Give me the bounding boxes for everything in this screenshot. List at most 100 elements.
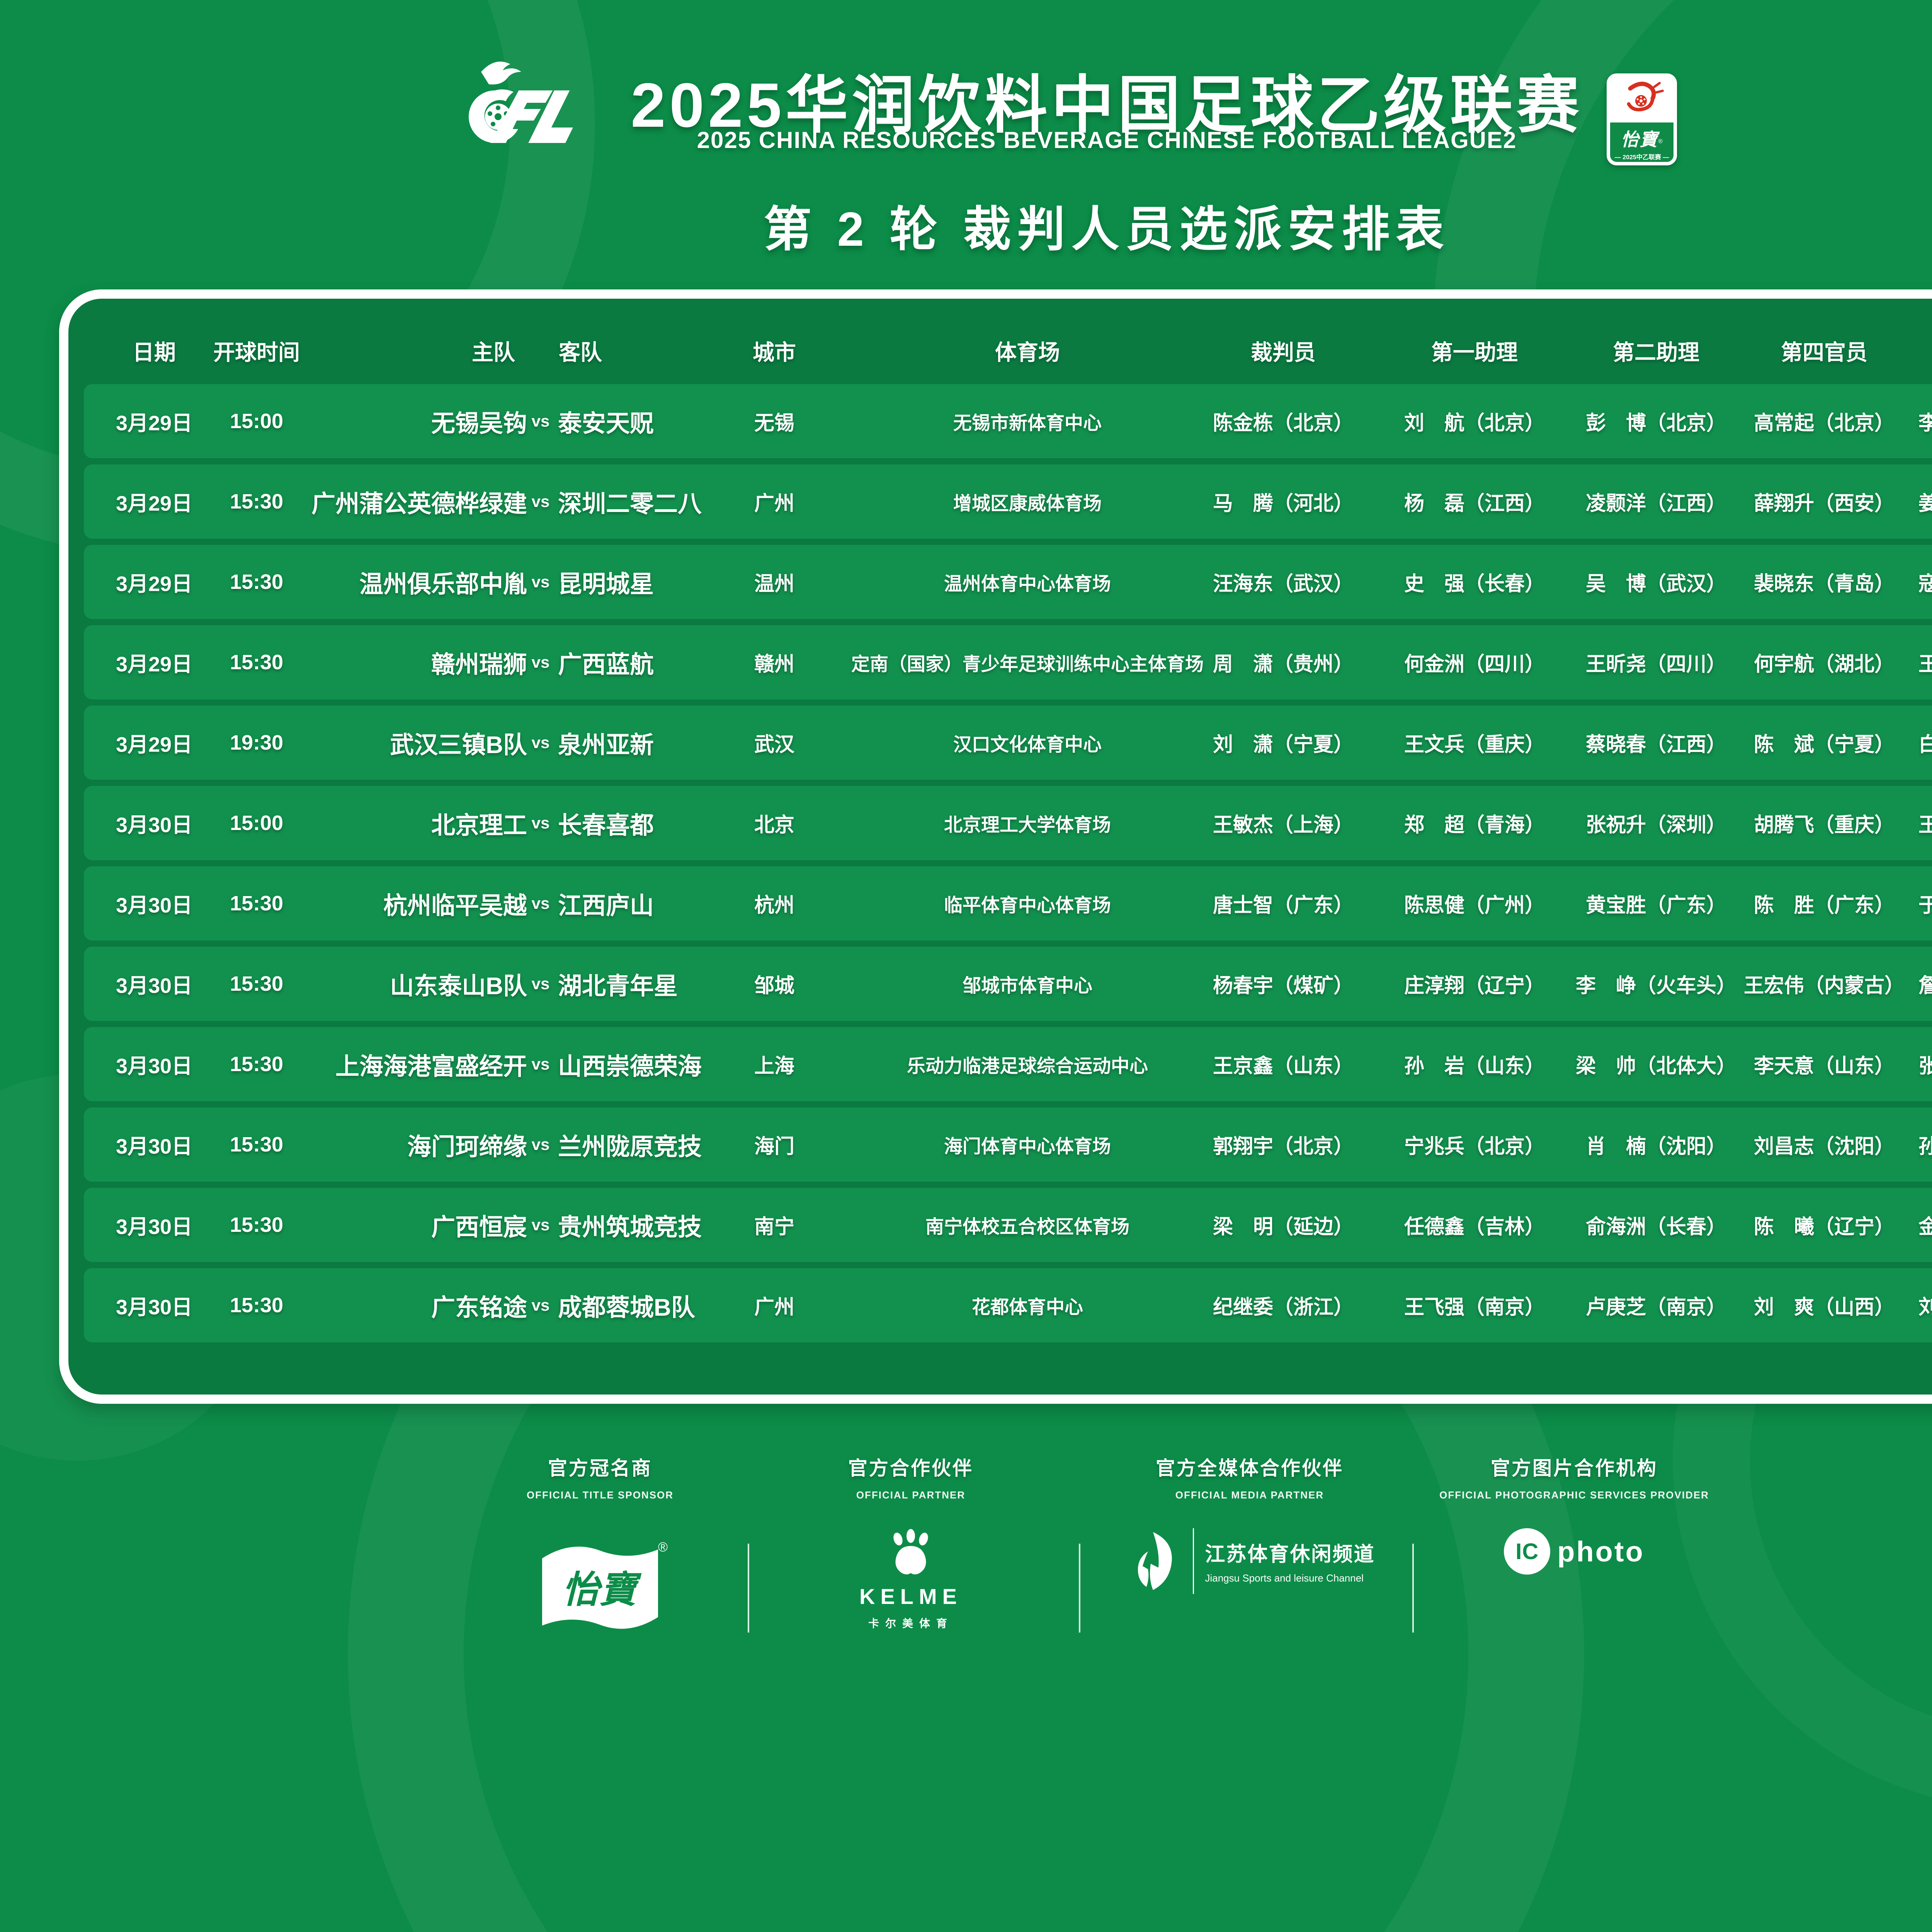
jiangsu-name-en: Jiangsu Sports and leisure Channel — [1205, 1572, 1364, 1584]
cell-kickoff-time: 15:30 — [230, 892, 284, 915]
cell-kickoff-time: 15:30 — [230, 972, 284, 995]
cell-date: 3月29日 — [116, 572, 193, 596]
cell-fourth-official: 王宏伟（内蒙古） — [1743, 975, 1905, 997]
cell-city: 海门 — [754, 1135, 795, 1158]
col-header-referee: 裁判员 — [1251, 340, 1316, 365]
vs-label: vs — [531, 1055, 550, 1073]
cell-referee: 王敏杰（上海） — [1213, 814, 1354, 837]
logo-separator — [1193, 1528, 1194, 1594]
cell-stadium: 花都体育中心 — [971, 1297, 1083, 1318]
cell-supervisor: 王 哲（北京） — [1918, 653, 1932, 676]
cell-away-team: 江西庐山 — [558, 893, 654, 919]
sponsor-section-title-sponsor: 官方冠名商 OFFICIAL TITLE SPONSOR 怡寶 ® — [426, 1453, 774, 1644]
cell-stadium: 定南（国家）青少年足球训练中心主体育场 — [851, 654, 1204, 675]
cell-assistant2: 张祝升（深圳） — [1585, 814, 1727, 837]
table-row: 3月29日 15:30 赣州瑞狮 vs 广西蓝航 赣州 定南（国家）青少年足球训… — [84, 625, 1932, 699]
cell-date: 3月30日 — [116, 974, 193, 998]
table-row: 3月30日 15:30 上海海港富盛经开 vs 山西崇德荣海 上海 乐动力临港足… — [84, 1027, 1932, 1101]
cell-fourth-official: 高常起（北京） — [1753, 412, 1895, 435]
cell-supervisor: 张建伟（广东） — [1918, 1055, 1932, 1078]
badge-emblem — [1610, 77, 1673, 122]
cell-away-team: 广西蓝航 — [558, 651, 654, 678]
cell-away-team: 贵州筑城竞技 — [558, 1214, 702, 1241]
vs-label: vs — [531, 412, 550, 430]
cell-fourth-official: 刘 爽（山西） — [1753, 1296, 1895, 1319]
cell-assistant2: 彭 博（北京） — [1585, 412, 1727, 435]
table-header-row: 日期 开球时间 主队 客队 城市 体育场 裁判员 第一助理 第二助理 第四官员 … — [84, 322, 1932, 380]
cell-away-team: 泉州亚新 — [558, 732, 654, 759]
cell-date: 3月30日 — [116, 813, 193, 837]
cell-kickoff-time: 15:30 — [230, 490, 284, 513]
cell-home-team: 广州蒲公英德桦绿建 — [311, 491, 527, 517]
col-header-fourth: 第四官员 — [1781, 340, 1867, 365]
vs-label: vs — [531, 1216, 550, 1234]
jiangsu-name-cn: 江苏体育休闲频道 — [1205, 1543, 1375, 1566]
cell-kickoff-time: 15:30 — [230, 1053, 284, 1076]
cell-stadium: 增城区康威体育场 — [953, 493, 1102, 514]
cell-assistant1: 史 强（长春） — [1404, 573, 1545, 595]
cell-date: 3月30日 — [116, 1296, 193, 1319]
badge-brand-text: 怡寶 — [1621, 129, 1658, 150]
icphoto-wordmark: photo — [1557, 1535, 1645, 1568]
table-row: 3月30日 15:30 山东泰山B队 vs 湖北青年星 邹城 邹城市体育中心 杨… — [84, 947, 1932, 1021]
cell-stadium: 临平体育中心体育场 — [944, 895, 1111, 916]
vs-label: vs — [531, 1135, 550, 1153]
sponsor-title: 官方冠名商 — [548, 1458, 652, 1479]
cell-city: 武汉 — [754, 733, 795, 756]
cell-city: 上海 — [754, 1055, 795, 1078]
table-row: 3月29日 15:30 广州蒲公英德桦绿建 vs 深圳二零二八 广州 增城区康威… — [84, 464, 1932, 539]
cell-away-team: 兰州陇原竞技 — [558, 1134, 702, 1160]
cell-stadium: 无锡市新体育中心 — [953, 413, 1102, 434]
footer-divider — [1412, 1544, 1414, 1633]
page-title-english: 2025 CHINA RESOURCES BEVERAGE CHINESE FO… — [697, 127, 1517, 153]
cell-assistant1: 孙 岩（山东） — [1404, 1055, 1545, 1078]
col-header-assistant2: 第二助理 — [1613, 340, 1699, 365]
cell-date: 3月29日 — [116, 653, 193, 676]
cell-date: 3月30日 — [116, 894, 193, 917]
cell-home-team: 赣州瑞狮 — [431, 651, 527, 678]
vs-label: vs — [531, 653, 550, 671]
cell-fourth-official: 何宇航（湖北） — [1753, 653, 1895, 676]
table-row: 3月30日 15:30 杭州临平吴越 vs 江西庐山 杭州 临平体育中心体育场 … — [84, 866, 1932, 940]
cell-fourth-official: 胡腾飞（重庆） — [1753, 814, 1895, 837]
cell-assistant1: 王飞强（南京） — [1404, 1296, 1545, 1319]
cell-assistant2: 俞海洲（长春） — [1585, 1216, 1727, 1238]
cell-away-team: 长春喜都 — [558, 812, 654, 839]
cell-supervisor: 李兴锋（河北） — [1918, 412, 1932, 435]
jiangsu-sports-logo: 江苏体育休闲频道 Jiangsu Sports and leisure Chan… — [1124, 1528, 1375, 1594]
sponsor-subtitle: OFFICIAL MEDIA PARTNER — [1175, 1489, 1324, 1501]
cell-supervisor: 白 桦（北京） — [1918, 733, 1932, 756]
cell-city: 杭州 — [754, 894, 795, 917]
col-header-kickoff: 开球时间 — [213, 340, 300, 365]
col-header-home: 主队 — [472, 340, 515, 365]
cell-kickoff-time: 19:30 — [230, 731, 284, 754]
cell-supervisor: 于 跃（河南） — [1918, 894, 1932, 917]
table-row: 3月29日 15:00 无锡吴钩 vs 泰安天贶 无锡 无锡市新体育中心 陈金栋… — [84, 384, 1932, 458]
cell-assistant1: 何金洲（四川） — [1404, 653, 1545, 676]
cell-date: 3月30日 — [116, 1215, 193, 1239]
cell-referee: 纪继委（浙江） — [1213, 1296, 1354, 1319]
cell-supervisor: 金 晶（南京） — [1918, 1216, 1932, 1238]
cell-city: 邹城 — [754, 975, 795, 997]
cell-city: 广州 — [754, 1296, 795, 1319]
cell-date: 3月30日 — [116, 1054, 193, 1078]
cell-referee: 王京鑫（山东） — [1213, 1055, 1354, 1078]
cell-fourth-official: 陈 斌（宁夏） — [1753, 733, 1895, 756]
sponsor-subtitle: OFFICIAL PHOTOGRAPHIC SERVICES PROVIDER — [1439, 1489, 1709, 1501]
cestbon-league-badge: 怡寶® — 2025中乙联赛 — — [1607, 73, 1677, 165]
cell-fourth-official: 陈 胜（广东） — [1753, 894, 1895, 917]
cell-home-team: 武汉三镇B队 — [390, 732, 527, 759]
cell-stadium: 邹城市体育中心 — [962, 976, 1093, 996]
cell-away-team: 深圳二零二八 — [558, 491, 702, 517]
cell-fourth-official: 李天意（山东） — [1753, 1055, 1895, 1078]
table-row: 3月29日 19:30 武汉三镇B队 vs 泉州亚新 武汉 汉口文化体育中心 刘… — [84, 706, 1932, 780]
badge-brand-area: 怡寶® — 2025中乙联赛 — — [1610, 122, 1673, 162]
cell-city: 广州 — [754, 492, 795, 515]
cell-referee: 汪海东（武汉） — [1213, 573, 1354, 595]
table-row: 3月30日 15:30 海门珂缔缘 vs 兰州陇原竞技 海门 海门体育中心体育场… — [84, 1107, 1932, 1182]
ic-circle-icon: IC — [1504, 1528, 1551, 1575]
cell-assistant1: 任德鑫（吉林） — [1404, 1216, 1545, 1238]
sponsor-section-photo-provider: 官方图片合作机构 OFFICIAL PHOTOGRAPHIC SERVICES … — [1400, 1453, 1748, 1575]
svg-text:怡寶: 怡寶 — [562, 1569, 642, 1611]
